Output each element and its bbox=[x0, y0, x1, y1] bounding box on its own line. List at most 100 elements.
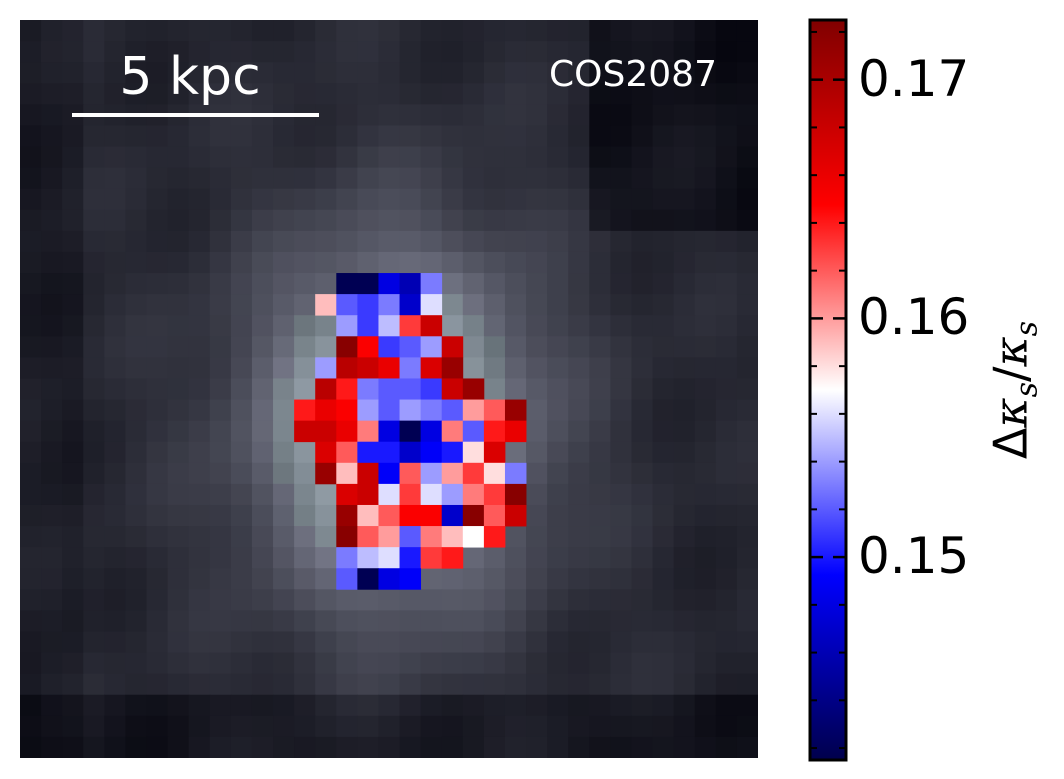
background-cell bbox=[146, 589, 169, 611]
background-cell bbox=[631, 336, 654, 358]
background-cell bbox=[526, 610, 548, 633]
background-cell bbox=[41, 694, 63, 717]
background-cell bbox=[652, 125, 675, 148]
background-cell bbox=[209, 694, 232, 717]
background-cell bbox=[62, 420, 84, 443]
heatmap-cell bbox=[504, 420, 527, 443]
background-cell bbox=[20, 167, 42, 190]
background-cell bbox=[673, 378, 696, 401]
heatmap-cell bbox=[399, 336, 422, 358]
background-cell bbox=[188, 62, 211, 84]
background-cell bbox=[610, 251, 633, 274]
background-cell bbox=[294, 715, 316, 738]
background-cell bbox=[251, 526, 274, 548]
background-cell bbox=[167, 526, 190, 548]
background-cell bbox=[673, 146, 696, 169]
background-cell bbox=[273, 294, 295, 316]
background-cell bbox=[547, 357, 569, 380]
background-cell bbox=[631, 547, 654, 569]
background-cell bbox=[188, 188, 211, 211]
background-cell bbox=[462, 294, 485, 316]
background-cell bbox=[504, 294, 527, 316]
heatmap-cell bbox=[483, 399, 506, 422]
background-cell bbox=[504, 357, 527, 380]
heatmap-cell bbox=[399, 441, 422, 464]
background-cell bbox=[378, 83, 401, 105]
background-cell bbox=[526, 188, 548, 211]
background-cell bbox=[230, 357, 253, 380]
background-cell bbox=[20, 251, 42, 274]
background-cell bbox=[483, 83, 506, 105]
background-cell bbox=[146, 652, 169, 675]
background-cell bbox=[146, 378, 169, 401]
background-cell bbox=[188, 736, 211, 758]
background-cell bbox=[631, 736, 654, 758]
background-cell bbox=[294, 251, 316, 274]
background-cell bbox=[715, 547, 738, 569]
background-cell bbox=[273, 146, 295, 169]
background-cell bbox=[146, 167, 169, 190]
background-cell bbox=[378, 251, 401, 274]
background-cell bbox=[736, 62, 758, 84]
background-cell bbox=[715, 336, 738, 358]
background-cell bbox=[294, 41, 316, 63]
background-cell bbox=[146, 230, 169, 253]
background-cell bbox=[230, 167, 253, 190]
background-cell bbox=[104, 357, 127, 380]
background-cell bbox=[273, 568, 295, 590]
background-cell bbox=[104, 188, 127, 211]
background-cell bbox=[20, 547, 42, 569]
background-cell bbox=[378, 715, 401, 738]
background-cell bbox=[736, 673, 758, 696]
background-cell bbox=[568, 315, 590, 337]
background-cell bbox=[336, 589, 358, 611]
background-cell bbox=[41, 441, 63, 464]
background-cell bbox=[441, 631, 464, 654]
heatmap-cell bbox=[462, 526, 485, 548]
background-cell bbox=[104, 125, 127, 148]
background-cell bbox=[83, 547, 105, 569]
background-cell bbox=[336, 631, 358, 654]
background-cell bbox=[167, 357, 190, 380]
background-cell bbox=[547, 547, 569, 569]
background-cell bbox=[125, 125, 148, 148]
background-cell bbox=[41, 568, 63, 590]
background-cell bbox=[483, 41, 506, 63]
background-cell bbox=[652, 315, 675, 337]
background-cell bbox=[715, 589, 738, 611]
background-cell bbox=[568, 462, 590, 485]
heatmap-cell bbox=[357, 441, 379, 464]
background-cell bbox=[83, 610, 105, 633]
background-cell bbox=[315, 167, 337, 190]
background-cell bbox=[273, 125, 295, 148]
background-cell bbox=[378, 694, 401, 717]
background-cell bbox=[378, 146, 401, 169]
background-cell bbox=[230, 336, 253, 358]
background-cell bbox=[715, 736, 738, 758]
background-cell bbox=[462, 673, 485, 696]
colorbar-tick-label: 0.17 bbox=[858, 49, 970, 108]
background-cell bbox=[41, 294, 63, 316]
background-cell bbox=[694, 188, 717, 211]
background-cell bbox=[251, 399, 274, 422]
background-cell bbox=[167, 20, 190, 42]
background-cell bbox=[462, 230, 485, 253]
background-cell bbox=[441, 41, 464, 63]
background-cell bbox=[336, 125, 358, 148]
background-cell bbox=[673, 568, 696, 590]
heatmap-cell bbox=[441, 378, 464, 400]
background-cell bbox=[610, 399, 633, 422]
background-cell bbox=[568, 188, 590, 211]
background-cell bbox=[568, 483, 590, 506]
background-cell bbox=[20, 399, 42, 422]
background-cell bbox=[146, 736, 169, 758]
background-cell bbox=[230, 715, 253, 738]
background-cell bbox=[104, 315, 127, 337]
background-cell bbox=[673, 673, 696, 696]
background-cell bbox=[504, 125, 527, 148]
background-cell bbox=[462, 188, 485, 211]
heatmap-cell bbox=[357, 336, 379, 358]
background-cell bbox=[694, 652, 717, 675]
background-cell bbox=[673, 83, 696, 105]
background-cell bbox=[104, 483, 127, 506]
